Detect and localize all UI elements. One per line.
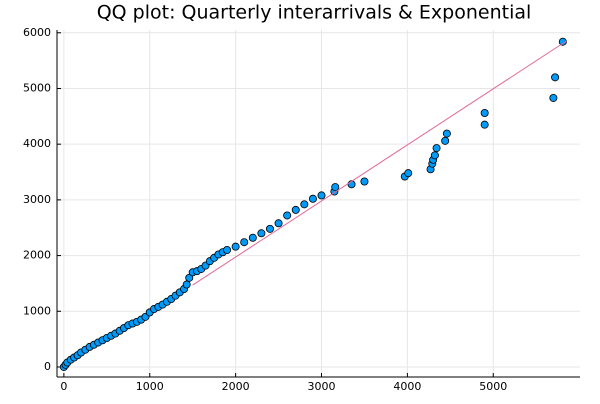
- point: [231, 242, 240, 251]
- x-tick-label: 1000: [136, 380, 164, 393]
- point: [551, 73, 560, 82]
- point: [223, 246, 232, 255]
- point: [308, 194, 317, 203]
- x-tick-label: 3000: [308, 380, 336, 393]
- y-tick-label: 1000: [23, 304, 51, 317]
- y-tick-label: 2000: [23, 249, 51, 262]
- y-tick-label: 3000: [23, 193, 51, 206]
- point: [480, 120, 489, 129]
- x-tick-label: 5000: [479, 380, 507, 393]
- x-tick-label: 2000: [222, 380, 250, 393]
- point: [274, 219, 283, 228]
- y-tick-label: 5000: [23, 81, 51, 94]
- point: [480, 108, 489, 117]
- point: [182, 280, 191, 289]
- point: [432, 144, 441, 153]
- point: [240, 238, 249, 247]
- point: [283, 211, 292, 220]
- point: [331, 183, 340, 192]
- y-tick-label: 4000: [23, 137, 51, 150]
- point: [265, 224, 274, 233]
- point: [430, 151, 439, 160]
- x-tick-label: 0: [60, 380, 67, 393]
- point: [549, 93, 558, 102]
- point: [317, 191, 326, 200]
- point: [291, 205, 300, 214]
- point: [257, 229, 266, 238]
- point: [442, 129, 451, 138]
- reference-line: [192, 40, 567, 286]
- point: [300, 200, 309, 209]
- point: [558, 37, 567, 46]
- y-tick-label: 6000: [23, 26, 51, 39]
- point: [360, 177, 369, 186]
- point: [404, 169, 413, 178]
- y-tick-label: 0: [44, 360, 51, 373]
- chart-title: QQ plot: Quarterly interarrivals & Expon…: [97, 2, 532, 24]
- x-tick-label: 4000: [393, 380, 421, 393]
- point: [248, 233, 257, 242]
- point: [441, 136, 450, 145]
